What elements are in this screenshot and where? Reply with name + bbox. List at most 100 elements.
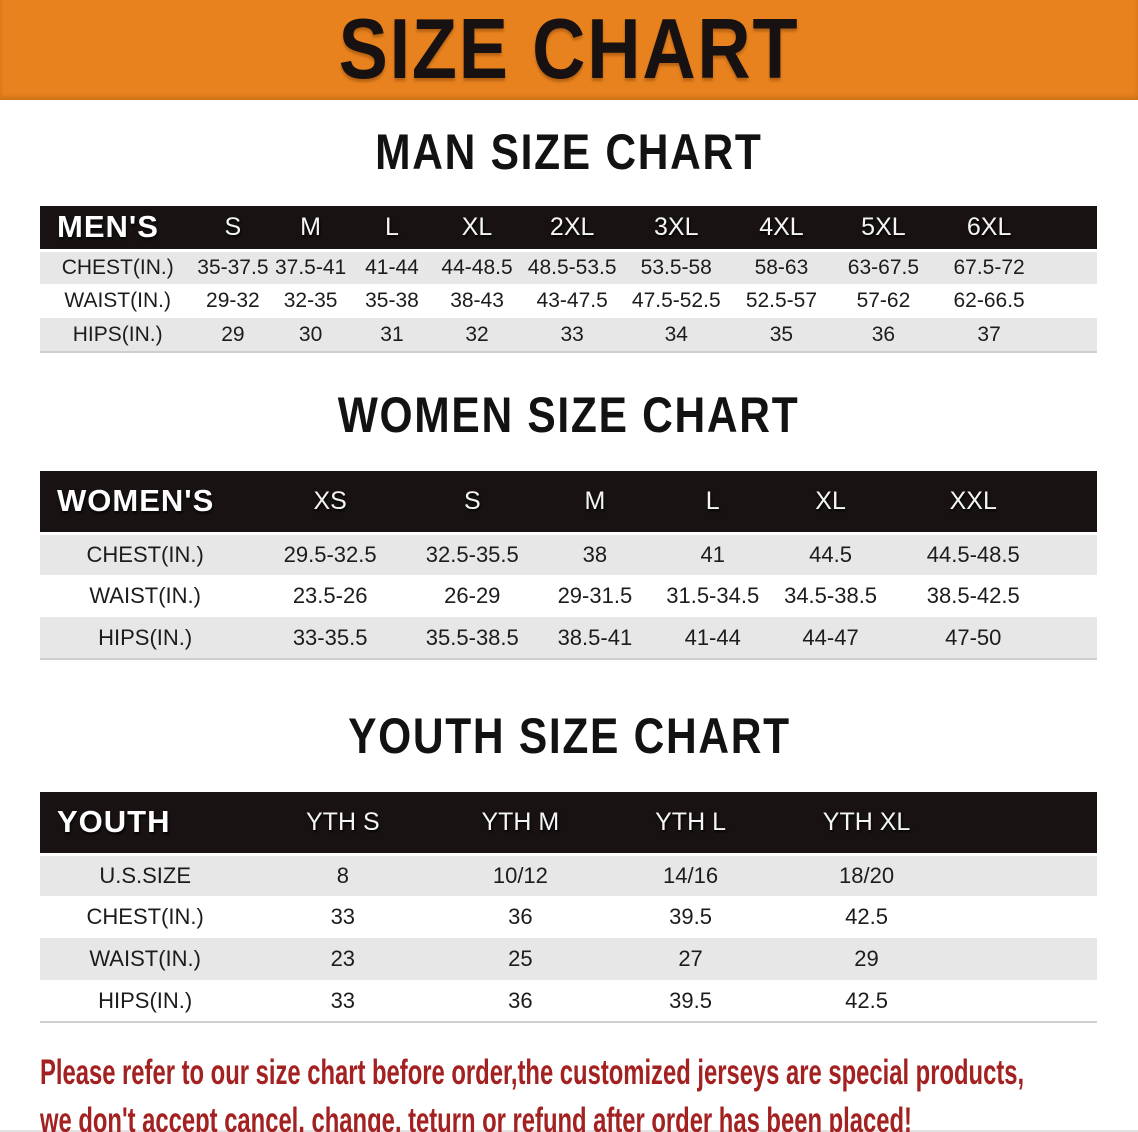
table-row: HIPS(IN.) 33-35.5 35.5-38.5 38.5-41 41-44 44-… <box>40 617 1097 659</box>
size-value-cell: 18/20 <box>839 862 895 888</box>
section-heading-youth: YOUTH SIZE CHART <box>0 710 1138 772</box>
column-header: S <box>195 206 271 250</box>
size-value-cell: 43-47.5 <box>536 289 608 312</box>
size-value-cell: 31 <box>380 322 404 346</box>
size-value-cell: 41-44 <box>365 255 419 279</box>
row-label: CHEST(IN.) <box>86 541 204 567</box>
header-row: MEN'S S M L XL 2XL 3XL 4XL 5XL 6XL <box>40 206 1097 250</box>
size-value-cell: 36 <box>871 322 896 346</box>
size-value-cell: 29 <box>854 946 879 971</box>
table-row: WAIST(IN.) 23 25 27 29 <box>40 938 1097 980</box>
row-label: WAIST(IN.) <box>89 583 201 608</box>
disclaimer-line-2: we don't accept cancel, change, teturn o… <box>40 1101 912 1132</box>
size-value-cell: 58-63 <box>754 255 809 279</box>
size-value-cell: 10/12 <box>492 862 548 888</box>
size-value-cell: 34.5-38.5 <box>784 583 878 608</box>
size-value-cell: 39.5 <box>669 904 712 929</box>
column-header: M <box>534 471 656 533</box>
youth-table-body: U.S.SIZE 8 10/12 14/16 18/20 CHEST(IN.) 33 36 39… <box>40 854 1097 1022</box>
spacer-cell <box>1056 533 1097 575</box>
spacer-cell <box>1055 471 1097 533</box>
spacer-cell <box>1056 575 1097 617</box>
size-value-cell: 62-66.5 <box>953 289 1025 312</box>
table-title-cell: MEN'S <box>40 206 196 250</box>
size-value-cell: 41 <box>700 541 725 567</box>
column-header: M <box>270 206 351 250</box>
men-table-body: CHEST(IN.) 35-37.5 37.5-41 41-44 44-48.5 48.5… <box>40 250 1097 352</box>
column-header: XS <box>250 471 410 533</box>
size-value-cell: 23 <box>330 946 356 971</box>
column-header: 4XL <box>729 206 834 250</box>
section-youth: YOUTH SIZE CHART YOUTH YTH S YTH M YTH L YTH… <box>0 710 1138 1023</box>
size-value-cell: 32-35 <box>283 289 338 312</box>
column-header: XXL <box>890 471 1056 533</box>
size-value-cell: 29-32 <box>206 289 260 312</box>
women-size-table: WOMEN'S XS S M L XL XXL CHEST(IN.) 29.5-32.5 32.… <box>40 471 1097 660</box>
spacer-cell <box>957 980 1097 1022</box>
size-value-cell: 33 <box>560 322 584 346</box>
size-value-cell: 34 <box>664 322 688 346</box>
spacer-cell <box>1045 284 1097 318</box>
size-value-cell: 27 <box>678 946 703 971</box>
size-value-cell: 44-48.5 <box>441 255 513 279</box>
spacer-cell <box>957 854 1097 896</box>
size-value-cell: 57-62 <box>856 289 911 312</box>
table-row: HIPS(IN.) 29 30 31 32 33 34 35 36 37 <box>40 318 1097 352</box>
youth-size-table: YOUTH YTH S YTH M YTH L YTH XL U.S.SIZE 8 10/1… <box>40 792 1097 1023</box>
size-value-cell: 44.5 <box>809 541 852 567</box>
column-header: 6XL <box>933 206 1046 250</box>
table-row: HIPS(IN.) 33 36 39.5 42.5 <box>40 980 1097 1022</box>
size-value-cell: 67.5-72 <box>953 255 1025 279</box>
table-row: WAIST(IN.) 29-32 32-35 35-38 38-43 43-47.5 47.… <box>40 284 1097 318</box>
header-row: YOUTH YTH S YTH M YTH L YTH XL <box>40 792 1097 854</box>
column-header: L <box>655 471 771 533</box>
column-header: YTH M <box>435 792 606 854</box>
column-header: 2XL <box>520 206 624 250</box>
row-label: HIPS(IN.) <box>98 987 193 1013</box>
size-value-cell: 38 <box>582 541 608 567</box>
row-label: HIPS(IN.) <box>72 322 163 346</box>
table-title-cell: YOUTH <box>40 792 251 854</box>
column-header: YTH XL <box>775 792 958 854</box>
column-header: S <box>409 471 535 533</box>
size-value-cell: 33 <box>330 987 356 1013</box>
spacer-cell <box>1045 206 1097 250</box>
row-label: CHEST(IN.) <box>61 255 174 279</box>
spacer-cell <box>957 938 1097 980</box>
size-value-cell: 35-37.5 <box>197 255 269 279</box>
size-value-cell: 52.5-57 <box>745 289 818 312</box>
size-value-cell: 63-67.5 <box>847 255 920 279</box>
section-men: MAN SIZE CHART MEN'S S M L XL 2XL 3XL 4XL 5XL 6XL… <box>0 126 1138 353</box>
size-value-cell: 35.5-38.5 <box>425 624 519 650</box>
spacer-cell <box>1045 318 1097 352</box>
size-value-cell: 36 <box>508 987 533 1013</box>
size-value-cell: 38-43 <box>450 289 504 312</box>
row-label: HIPS(IN.) <box>98 624 193 650</box>
banner: SIZE CHART <box>0 0 1138 100</box>
spacer-cell <box>1045 250 1097 284</box>
row-label: U.S.SIZE <box>99 862 191 888</box>
size-value-cell: 25 <box>508 946 533 971</box>
women-table-body: CHEST(IN.) 29.5-32.5 32.5-35.5 38 41 44.5 44.5… <box>40 533 1097 659</box>
size-value-cell: 44.5-48.5 <box>926 541 1020 567</box>
column-header: 5XL <box>833 206 934 250</box>
section-women: WOMEN SIZE CHART WOMEN'S XS S M L XL XXL CHEST… <box>0 389 1138 660</box>
size-value-cell: 35 <box>769 322 794 346</box>
size-value-cell: 29 <box>221 322 245 346</box>
size-value-cell: 32 <box>465 322 489 346</box>
women-table-header: WOMEN'S XS S M L XL XXL <box>40 471 1097 533</box>
spacer-cell <box>957 896 1097 938</box>
section-heading-women: WOMEN SIZE CHART <box>0 389 1138 451</box>
size-value-cell: 53.5-58 <box>640 255 712 279</box>
size-value-cell: 29-31.5 <box>557 583 633 608</box>
size-value-cell: 47.5-52.5 <box>631 289 721 312</box>
table-title-cell: WOMEN'S <box>40 471 251 533</box>
table-row: WAIST(IN.) 23.5-26 26-29 29-31.5 31.5-34.5 34… <box>40 575 1097 617</box>
men-size-table: MEN'S S M L XL 2XL 3XL 4XL 5XL 6XL CHEST(IN.) 35-3… <box>40 206 1097 353</box>
size-value-cell: 42.5 <box>845 904 888 929</box>
row-label: WAIST(IN.) <box>64 289 171 312</box>
size-value-cell: 29.5-32.5 <box>283 541 377 567</box>
size-value-cell: 33-35.5 <box>292 624 368 650</box>
size-value-cell: 41-44 <box>684 624 741 650</box>
